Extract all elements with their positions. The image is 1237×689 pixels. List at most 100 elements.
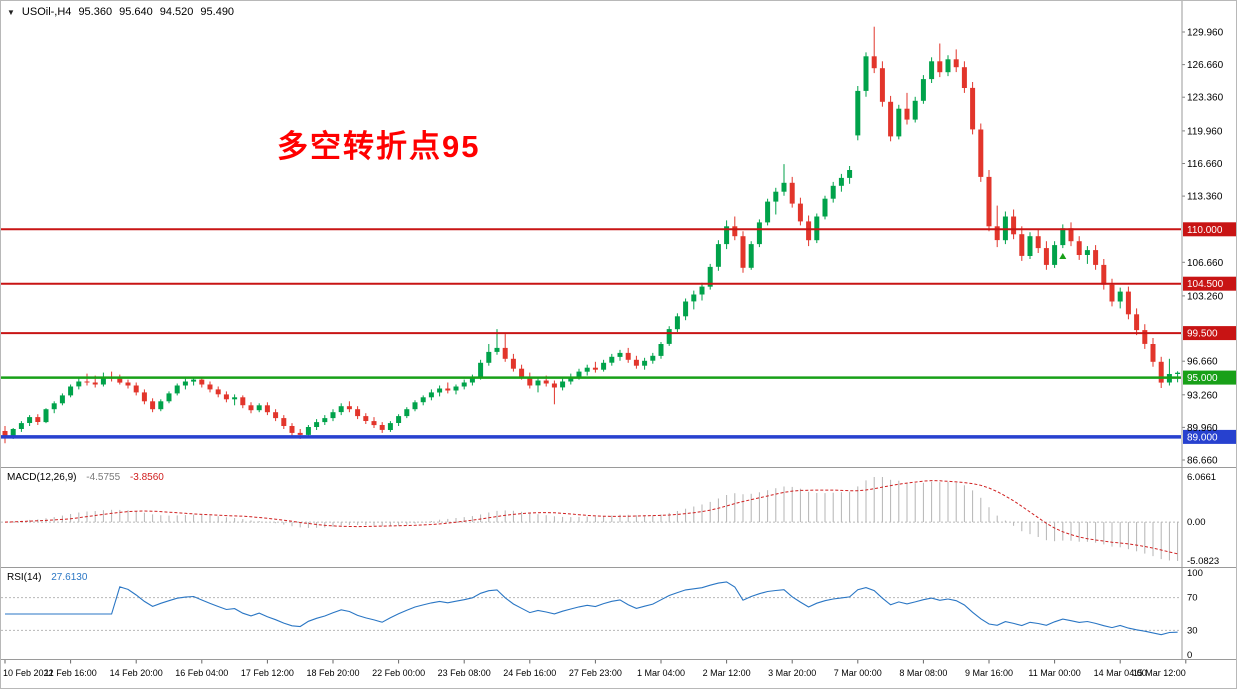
up-arrow-marker bbox=[1059, 252, 1067, 259]
candle-body bbox=[396, 416, 402, 423]
candle-body bbox=[346, 406, 352, 410]
ohlc-open: 95.360 bbox=[78, 6, 113, 18]
candle-body bbox=[1109, 284, 1115, 302]
candle-body bbox=[633, 359, 639, 366]
candle-body bbox=[273, 412, 279, 419]
symbol-dropdown-icon[interactable]: ▼ bbox=[7, 7, 15, 17]
candle-body bbox=[732, 226, 738, 237]
candle-body bbox=[445, 388, 451, 391]
candle-body bbox=[535, 380, 541, 386]
annotation-text: 多空转折点95 bbox=[277, 129, 481, 164]
macd-main-value: -4.5755 bbox=[86, 472, 121, 483]
candle-body bbox=[100, 376, 106, 385]
candle-body bbox=[797, 203, 803, 222]
candle-body bbox=[338, 406, 344, 413]
candle-body bbox=[543, 380, 549, 384]
candle-body bbox=[387, 423, 393, 430]
candle-body bbox=[1035, 236, 1041, 249]
candle-body bbox=[84, 381, 90, 383]
candle-body bbox=[879, 68, 885, 102]
price-axis-label: 93.260 bbox=[1187, 390, 1218, 401]
candle-body bbox=[953, 59, 959, 68]
candle-body bbox=[1125, 291, 1131, 315]
candle-body bbox=[584, 367, 590, 372]
candle-body bbox=[674, 316, 680, 330]
candle-body bbox=[912, 100, 918, 120]
candle-body bbox=[1093, 250, 1099, 265]
candle-body bbox=[68, 386, 74, 396]
candle-body bbox=[453, 386, 459, 391]
candle-body bbox=[806, 221, 812, 241]
candle-body bbox=[961, 67, 967, 88]
time-axis-label: 3 Mar 20:00 bbox=[768, 668, 816, 678]
candle-body bbox=[642, 360, 648, 366]
candle-body bbox=[281, 418, 287, 426]
candle-body bbox=[215, 389, 221, 395]
price-axis-label: 89.960 bbox=[1187, 423, 1218, 434]
candle-body bbox=[478, 362, 484, 378]
candle-body bbox=[305, 427, 311, 435]
candle-body bbox=[929, 61, 935, 80]
candle-body bbox=[1060, 228, 1066, 246]
candle-body bbox=[1175, 372, 1181, 374]
candle-body bbox=[756, 222, 762, 245]
candle-body bbox=[355, 409, 361, 417]
candle-body bbox=[51, 403, 57, 410]
ohlc-close: 95.490 bbox=[200, 6, 235, 18]
candle-body bbox=[125, 382, 131, 386]
candle-body bbox=[59, 395, 65, 404]
candle-body bbox=[469, 377, 475, 383]
candle-body bbox=[568, 376, 574, 382]
price-scale[interactable]: 129.960 126.660 123.360 119.960 116.660 113.3… bbox=[1182, 28, 1224, 467]
candle-body bbox=[18, 423, 24, 429]
ohlc-low: 94.520 bbox=[159, 6, 194, 18]
candle-body bbox=[699, 286, 705, 295]
macd-name: MACD(12,26,9) bbox=[7, 472, 77, 483]
candle-body bbox=[896, 108, 902, 137]
candle-body bbox=[1084, 250, 1090, 255]
candle-body bbox=[494, 347, 500, 352]
candle-body bbox=[486, 351, 492, 363]
candle-body bbox=[1150, 344, 1156, 362]
macd-signal-line bbox=[4, 480, 1178, 555]
candle-body bbox=[1142, 330, 1148, 344]
candle-body bbox=[765, 201, 771, 223]
time-axis-label: 11 Mar 00:00 bbox=[1028, 668, 1080, 678]
time-axis-label: 15 Mar 12:00 bbox=[1133, 668, 1186, 678]
time-axis-label: 24 Feb 16:00 bbox=[503, 668, 556, 678]
price-axis-label: 86.660 bbox=[1187, 456, 1218, 467]
candle-body bbox=[207, 384, 213, 390]
candle-body bbox=[847, 170, 853, 178]
candle-body bbox=[461, 382, 467, 387]
candle-body bbox=[748, 244, 754, 268]
candle-body bbox=[551, 383, 557, 388]
candle-body bbox=[43, 409, 49, 423]
time-axis-label: 9 Mar 16:00 bbox=[965, 668, 1013, 678]
candle-body bbox=[264, 405, 270, 413]
candle-body bbox=[10, 429, 16, 437]
candle-body bbox=[76, 381, 82, 387]
candle-body bbox=[625, 352, 631, 360]
candle-body bbox=[27, 417, 33, 423]
macd-indicator-label: MACD(12,26,9) -4.5755 -3.8560 bbox=[7, 472, 171, 483]
macd-scale-label: 6.0661 bbox=[1187, 472, 1216, 483]
time-axis-label: 17 Feb 12:00 bbox=[241, 668, 294, 678]
candle-body bbox=[838, 177, 844, 186]
candle-body bbox=[740, 236, 746, 268]
price-badge-95.000 bbox=[1183, 370, 1236, 385]
candle-body bbox=[240, 397, 246, 406]
candle-body bbox=[248, 405, 254, 411]
time-axis-label: 23 Feb 08:00 bbox=[438, 668, 491, 678]
price-axis-label: 96.660 bbox=[1187, 357, 1218, 368]
time-axis-label: 14 Mar 04:00 bbox=[1094, 668, 1147, 678]
price-badge-110.000 bbox=[1183, 222, 1236, 237]
candle-body bbox=[617, 352, 623, 357]
candle-body bbox=[945, 59, 951, 73]
candle-body bbox=[1134, 314, 1140, 331]
candle-body bbox=[527, 376, 533, 386]
candle-body bbox=[117, 378, 123, 383]
candle-body bbox=[1117, 291, 1123, 302]
